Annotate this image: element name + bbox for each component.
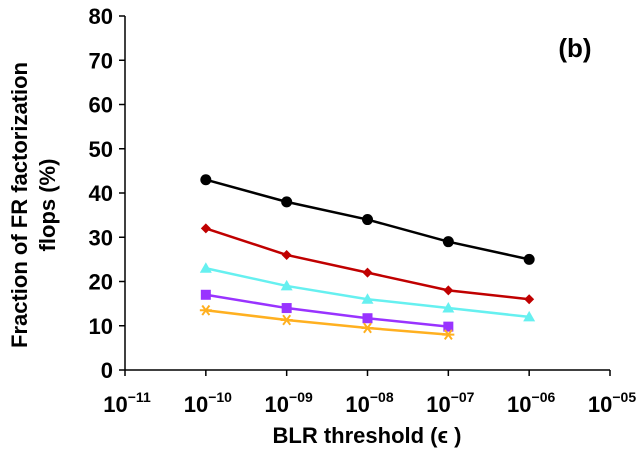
data-point [281, 249, 292, 260]
series-layer [199, 174, 536, 340]
data-point [362, 313, 373, 324]
data-point [281, 303, 292, 314]
data-point [281, 196, 293, 208]
data-point [362, 267, 373, 278]
series-5 [199, 304, 455, 340]
series-line [205, 227, 530, 301]
x-tick-label: 10−05 [588, 389, 636, 417]
x-tick-label: 10−10 [184, 389, 232, 417]
data-point [280, 314, 293, 326]
x-tick-label: 10−11 [103, 389, 151, 417]
data-point [361, 293, 374, 304]
y-tick-label: 0 [101, 358, 113, 383]
data-point [442, 329, 455, 340]
data-point [443, 285, 454, 296]
y-axis-title: Fraction of FR factorization flops (%) [7, 62, 60, 348]
data-point [200, 289, 211, 300]
x-tick-label: 10−07 [426, 389, 474, 417]
data-point [442, 236, 454, 248]
y-axis-ticks: 0 10 20 30 40 50 60 70 80 [89, 4, 125, 383]
x-axis-title: BLR threshold (ϵ ) [273, 423, 462, 448]
x-tick-label: 10−06 [507, 389, 555, 417]
y-tick-label: 40 [89, 181, 113, 206]
y-axis-title-line-1: Fraction of FR factorization [7, 62, 32, 348]
data-point [524, 294, 535, 305]
data-point [523, 310, 536, 322]
y-tick-label: 10 [89, 314, 113, 339]
x-axis-ticks: 10−11 10−10 10−09 10−08 10−07 10−06 10−05 [103, 370, 636, 417]
data-point [361, 322, 374, 334]
data-point [280, 279, 293, 291]
data-point [443, 321, 454, 332]
series-2 [200, 223, 535, 305]
y-tick-label: 30 [89, 225, 113, 250]
data-point [200, 223, 211, 234]
y-tick-label: 80 [89, 4, 113, 29]
series-line [205, 309, 449, 336]
series-4 [200, 289, 454, 332]
panel-label: (b) [558, 33, 591, 63]
data-point [199, 304, 212, 316]
series-1 [200, 174, 535, 265]
y-tick-label: 20 [89, 270, 113, 295]
x-tick-label: 10−08 [345, 389, 393, 417]
y-tick-label: 50 [89, 137, 113, 162]
y-tick-label: 70 [89, 48, 113, 73]
data-point [200, 174, 212, 186]
data-point [362, 214, 373, 226]
x-tick-label: 10−09 [265, 389, 313, 417]
series-line [205, 293, 449, 328]
data-point [442, 302, 455, 313]
y-tick-label: 60 [89, 93, 113, 118]
data-point [523, 253, 535, 265]
series-3 [199, 262, 536, 322]
y-axis-title-line-2: flops (%) [35, 159, 60, 252]
data-point [199, 262, 212, 273]
